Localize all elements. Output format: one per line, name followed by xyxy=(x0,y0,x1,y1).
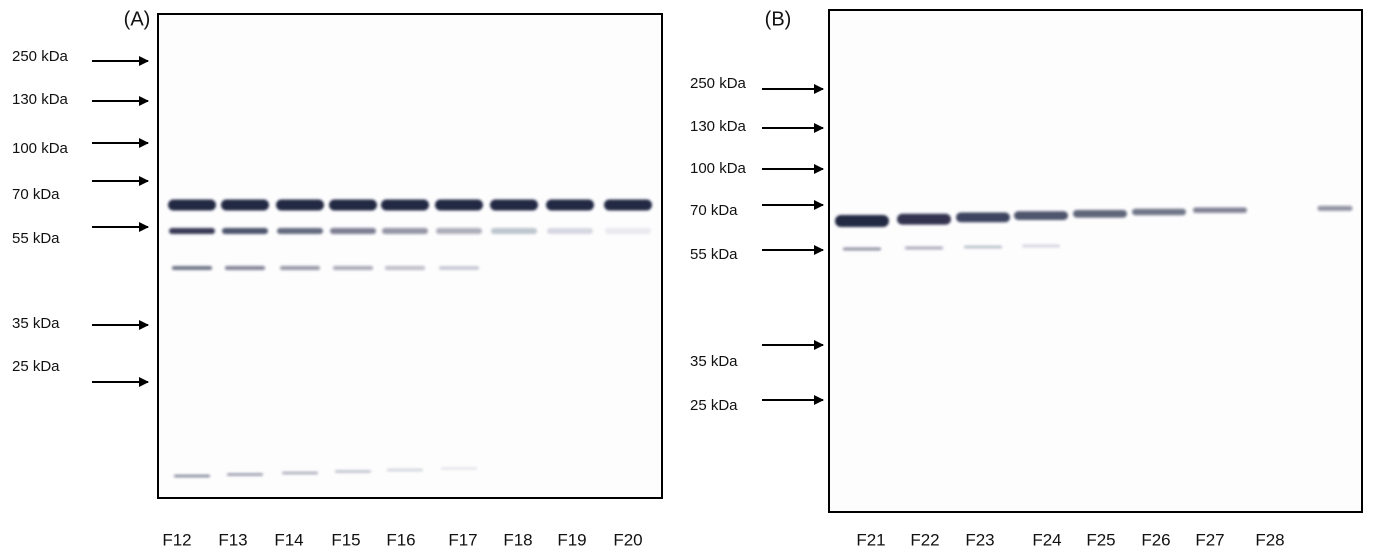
band xyxy=(835,215,889,227)
band xyxy=(491,228,537,234)
band xyxy=(1193,207,1247,213)
marker-label: 35 kDa xyxy=(12,315,60,332)
band xyxy=(897,213,951,225)
band xyxy=(1014,211,1068,220)
band xyxy=(441,467,477,470)
blot-a xyxy=(157,13,663,499)
band xyxy=(604,199,652,211)
marker-label: 130 kDa xyxy=(12,91,69,108)
marker-label: 130 kDa xyxy=(690,118,747,135)
band xyxy=(490,199,538,211)
band xyxy=(381,199,429,211)
band xyxy=(385,266,425,270)
lane-label: F21 xyxy=(856,530,885,549)
marker-label: 55 kDa xyxy=(12,230,60,247)
band xyxy=(605,228,651,234)
panel-label: (B) xyxy=(765,8,792,30)
lane-label: F28 xyxy=(1255,530,1284,549)
band xyxy=(333,266,373,270)
band xyxy=(169,228,215,234)
marker-label: 250 kDa xyxy=(690,75,747,92)
band xyxy=(221,199,269,211)
lane-label: F20 xyxy=(613,530,642,549)
band xyxy=(546,199,594,211)
band xyxy=(222,228,268,234)
band xyxy=(280,266,320,270)
band xyxy=(547,228,593,234)
marker-label: 25 kDa xyxy=(690,397,738,414)
lane-label: F22 xyxy=(910,530,939,549)
marker-label: 100 kDa xyxy=(12,140,69,157)
band xyxy=(225,266,265,270)
band xyxy=(382,228,428,234)
band xyxy=(1132,208,1186,216)
lane-label: F24 xyxy=(1032,530,1061,549)
band xyxy=(329,199,377,211)
band xyxy=(277,228,323,234)
lane-label: F18 xyxy=(503,530,532,549)
panel-label: (A) xyxy=(124,8,151,30)
band xyxy=(276,199,324,211)
band xyxy=(964,245,1002,249)
band xyxy=(335,470,371,473)
lane-label: F25 xyxy=(1086,530,1115,549)
lane-label: F26 xyxy=(1141,530,1170,549)
band xyxy=(282,471,318,475)
band xyxy=(387,468,423,472)
band xyxy=(439,266,479,270)
band xyxy=(1022,244,1060,248)
marker-label: 25 kDa xyxy=(12,358,60,375)
band xyxy=(168,199,216,211)
band xyxy=(1317,205,1353,211)
lane-label: F16 xyxy=(386,530,415,549)
band xyxy=(330,228,376,234)
lane-label: F27 xyxy=(1195,530,1224,549)
band xyxy=(843,247,881,251)
band xyxy=(172,266,212,270)
marker-label: 35 kDa xyxy=(690,353,738,370)
marker-label: 55 kDa xyxy=(690,246,738,263)
marker-label: 100 kDa xyxy=(690,160,747,177)
marker-label: 250 kDa xyxy=(12,48,69,65)
band xyxy=(956,212,1010,223)
lane-label: F12 xyxy=(162,530,191,549)
lane-label: F19 xyxy=(557,530,586,549)
lane-label: F13 xyxy=(218,530,247,549)
lane-label: F23 xyxy=(965,530,994,549)
band xyxy=(227,473,263,476)
marker-label: 70 kDa xyxy=(12,186,60,203)
band xyxy=(436,228,482,234)
lane-label: F15 xyxy=(331,530,360,549)
band xyxy=(1073,210,1127,218)
lane-label: F14 xyxy=(274,530,303,549)
band xyxy=(905,246,943,250)
band xyxy=(174,474,210,478)
blot-b xyxy=(828,9,1363,513)
marker-label: 70 kDa xyxy=(690,202,738,219)
bands xyxy=(168,199,1353,478)
band xyxy=(435,199,483,211)
lane-label: F17 xyxy=(448,530,477,549)
